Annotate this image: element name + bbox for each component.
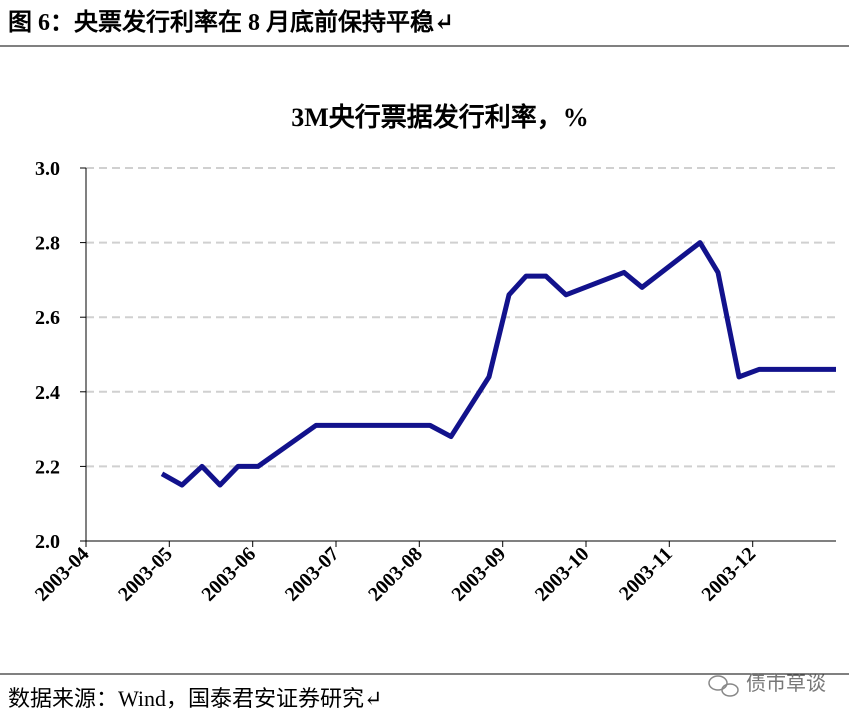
y-tick-label: 3.0 — [35, 158, 60, 180]
watermark-icon — [708, 675, 739, 697]
x-tick-label: 2003-07 — [281, 543, 344, 606]
x-tick-label: 2003-09 — [448, 543, 511, 606]
y-tick-label: 2.4 — [35, 382, 60, 404]
y-tick-label: 2.8 — [35, 233, 60, 255]
x-tick-label: 2003-12 — [698, 543, 761, 606]
series-line — [160, 240, 836, 488]
x-tick-label: 2003-08 — [364, 543, 427, 606]
y-tick-label: 2.0 — [35, 531, 60, 553]
x-tick-label: 2003-06 — [198, 543, 261, 606]
x-tick-label: 2003-05 — [114, 543, 177, 606]
page-title: 图 6：央票发行利率在 8 月底前保持平稳↵ — [8, 8, 454, 36]
watermark: 债市草谈 — [746, 671, 826, 695]
source-note: 数据来源：Wind，国泰君安证券研究↵ — [8, 686, 382, 711]
x-tick-label: 2003-10 — [531, 543, 594, 606]
chart-title: 3M央行票据发行利率，% — [291, 102, 589, 132]
y-tick-label: 2.6 — [35, 307, 60, 329]
y-tick-label: 2.2 — [35, 456, 60, 478]
x-tick-label: 2003-11 — [615, 543, 677, 605]
